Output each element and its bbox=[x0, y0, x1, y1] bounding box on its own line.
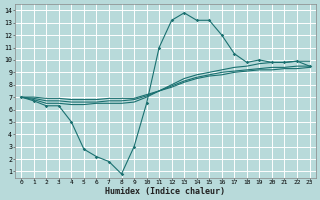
X-axis label: Humidex (Indice chaleur): Humidex (Indice chaleur) bbox=[105, 187, 225, 196]
